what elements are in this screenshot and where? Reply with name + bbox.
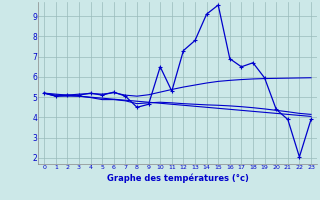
- X-axis label: Graphe des températures (°c): Graphe des températures (°c): [107, 173, 249, 183]
